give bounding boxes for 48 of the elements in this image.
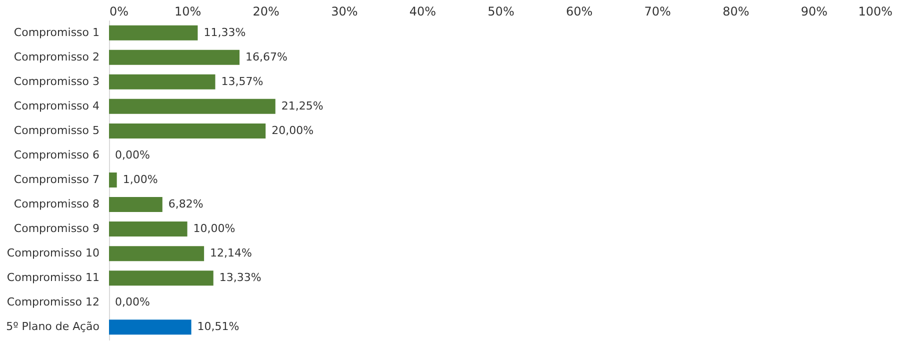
data-label: 10,51% (197, 320, 240, 334)
data-label: 0,00% (115, 148, 150, 162)
y-tick-label: Compromisso 2 (14, 50, 100, 64)
data-label: 6,82% (168, 198, 204, 211)
data-label: 1,00% (122, 173, 158, 186)
x-tick-label: 60% (566, 4, 593, 18)
bar (109, 222, 188, 237)
y-tick-label: Compromisso 12 (6, 296, 100, 309)
x-tick-label: 10% (174, 4, 202, 18)
y-tick-label: Compromisso 1 (14, 26, 100, 39)
data-label: 11,33% (204, 26, 246, 39)
x-tick-label: 90% (800, 4, 828, 18)
x-tick-label: 100% (858, 4, 892, 18)
x-tick-label: 70% (644, 4, 671, 18)
bar (109, 197, 162, 212)
bar (109, 172, 117, 188)
bar (109, 25, 198, 40)
bar (109, 270, 214, 286)
data-label: 13,57% (221, 74, 264, 88)
y-tick-label: Compromisso 4 (14, 99, 100, 112)
x-tick-label: 50% (488, 4, 514, 18)
y-tick-label: Compromisso 7 (14, 173, 100, 186)
bar (109, 123, 266, 138)
bar (109, 50, 240, 65)
y-tick-label: Compromisso 6 (14, 148, 100, 162)
data-label: 13,33% (219, 271, 262, 284)
y-tick-label: Compromisso 5 (14, 124, 100, 137)
y-tick-label: Compromisso 8 (14, 198, 100, 211)
y-tick-label: Compromisso 9 (14, 222, 100, 236)
data-label: 16,67% (246, 50, 288, 64)
data-label: 0,00% (115, 296, 150, 309)
bar (109, 98, 276, 114)
y-tick-label: 5º Plano de Ação (6, 320, 100, 334)
y-tick-label: Compromisso 10 (6, 246, 100, 260)
data-label: 12,14% (210, 246, 252, 260)
bar (109, 320, 192, 335)
data-label: 21,25% (281, 99, 324, 112)
y-tick-label: Compromisso 3 (14, 74, 100, 88)
data-label: 20,00% (272, 124, 314, 137)
x-tick-label: 30% (331, 4, 358, 18)
bar (109, 74, 216, 90)
x-tick-label: 20% (252, 4, 280, 18)
data-label: 10,00% (193, 222, 236, 236)
bar (109, 246, 204, 262)
y-tick-label: Compromisso 11 (6, 271, 100, 284)
x-tick-label: 40% (409, 4, 436, 18)
x-tick-label: 80% (722, 4, 750, 18)
x-tick-label: 0% (110, 4, 129, 18)
